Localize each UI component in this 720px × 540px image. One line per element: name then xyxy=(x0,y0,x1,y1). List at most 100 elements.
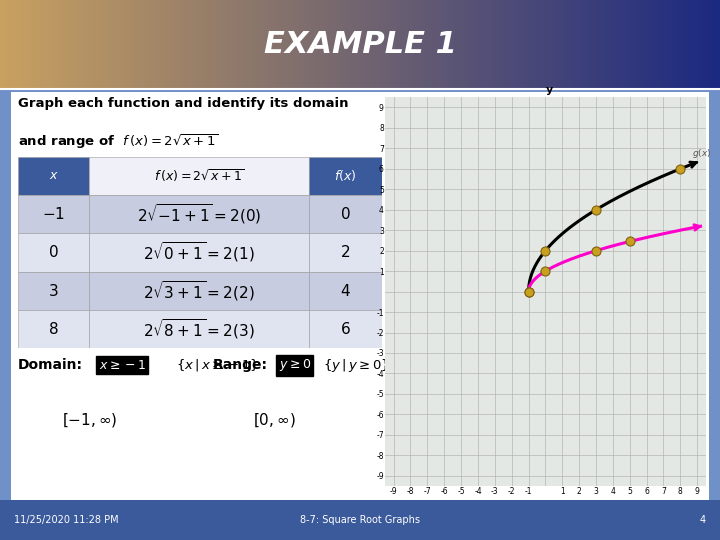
Bar xyxy=(533,0,538,89)
Bar xyxy=(29,0,34,89)
Bar xyxy=(479,0,484,89)
Bar xyxy=(392,0,397,89)
Bar xyxy=(263,0,268,89)
Bar xyxy=(461,0,466,89)
Bar xyxy=(619,0,624,89)
Bar xyxy=(360,0,365,89)
Bar xyxy=(436,0,441,89)
Bar xyxy=(472,0,477,89)
Bar xyxy=(396,0,401,89)
Bar xyxy=(0,0,5,89)
Bar xyxy=(335,0,340,89)
Bar xyxy=(94,0,99,89)
Bar xyxy=(58,0,63,89)
Bar xyxy=(155,0,160,89)
Bar xyxy=(144,0,149,89)
Text: $2\sqrt{3+1}=2(2)$: $2\sqrt{3+1}=2(2)$ xyxy=(143,279,255,303)
Bar xyxy=(317,0,322,89)
Bar xyxy=(349,0,354,89)
Bar xyxy=(425,0,430,89)
Bar xyxy=(482,0,487,89)
Bar xyxy=(626,0,631,89)
Bar xyxy=(443,0,448,89)
Bar xyxy=(47,0,52,89)
Bar xyxy=(346,0,351,89)
Bar xyxy=(212,0,217,89)
Bar xyxy=(310,0,315,89)
Bar xyxy=(4,0,9,89)
Bar xyxy=(670,0,675,89)
Text: $6$: $6$ xyxy=(340,321,351,337)
Bar xyxy=(641,0,646,89)
Text: and range of  $f\,(x) = 2\sqrt{x+1}$: and range of $f\,(x) = 2\sqrt{x+1}$ xyxy=(18,132,219,151)
Bar xyxy=(616,0,621,89)
Bar xyxy=(72,0,77,89)
Bar xyxy=(295,0,300,89)
Bar xyxy=(688,0,693,89)
Bar xyxy=(18,0,23,89)
Bar xyxy=(22,0,27,89)
Text: y: y xyxy=(546,85,553,95)
Bar xyxy=(25,0,30,89)
Bar xyxy=(14,0,19,89)
Bar xyxy=(659,0,664,89)
Bar xyxy=(421,0,426,89)
Bar xyxy=(241,0,246,89)
Text: $[-1,\infty)$: $[-1,\infty)$ xyxy=(62,411,117,429)
Bar xyxy=(565,0,570,89)
Bar xyxy=(18,233,89,272)
Bar xyxy=(0,500,720,540)
Bar xyxy=(209,0,214,89)
Text: $2$: $2$ xyxy=(340,245,351,260)
Bar xyxy=(374,0,379,89)
Bar xyxy=(522,0,527,89)
Bar xyxy=(508,0,513,89)
Bar xyxy=(299,0,304,89)
Bar xyxy=(309,310,382,348)
Bar xyxy=(148,0,153,89)
Bar xyxy=(18,310,89,348)
Text: $0$: $0$ xyxy=(48,245,59,260)
Bar xyxy=(281,0,286,89)
Text: $g(x)$: $g(x)$ xyxy=(692,147,711,160)
Bar xyxy=(562,0,567,89)
Bar xyxy=(677,0,682,89)
Text: Graph each function and identify its domain: Graph each function and identify its dom… xyxy=(18,97,348,110)
Bar xyxy=(644,0,649,89)
Bar xyxy=(493,0,498,89)
Bar xyxy=(309,157,382,195)
Bar xyxy=(86,0,91,89)
Text: Range:: Range: xyxy=(212,359,268,373)
Bar xyxy=(151,0,156,89)
Bar xyxy=(526,0,531,89)
Text: $3$: $3$ xyxy=(48,283,59,299)
Text: $4$: $4$ xyxy=(340,283,351,299)
Text: $y\geq0$: $y\geq0$ xyxy=(279,357,311,374)
Bar xyxy=(187,0,192,89)
Bar xyxy=(89,310,309,348)
Bar xyxy=(648,0,653,89)
Bar xyxy=(583,0,588,89)
Bar xyxy=(313,0,318,89)
Text: $-1$: $-1$ xyxy=(42,206,65,222)
Bar xyxy=(680,0,685,89)
Bar xyxy=(652,0,657,89)
Bar xyxy=(382,0,387,89)
Bar xyxy=(230,0,235,89)
Bar xyxy=(89,157,309,195)
Bar xyxy=(302,0,307,89)
Bar xyxy=(630,0,635,89)
Bar xyxy=(202,0,207,89)
Bar xyxy=(587,0,592,89)
Bar xyxy=(475,0,480,89)
Bar xyxy=(612,0,617,89)
Bar xyxy=(598,0,603,89)
Bar xyxy=(572,0,577,89)
Bar xyxy=(691,0,696,89)
Bar xyxy=(655,0,660,89)
Bar xyxy=(194,0,199,89)
Bar xyxy=(378,0,383,89)
Bar xyxy=(137,0,142,89)
Bar xyxy=(367,0,372,89)
Bar xyxy=(205,0,210,89)
